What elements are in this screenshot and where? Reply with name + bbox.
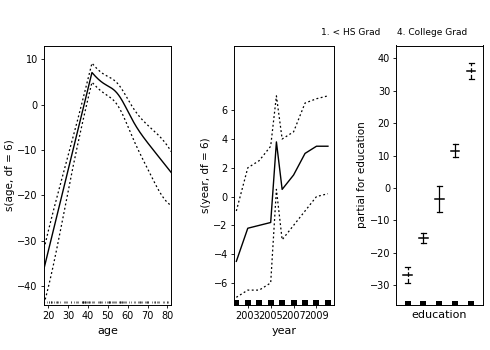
Y-axis label: s(age, df = 6): s(age, df = 6) <box>4 139 15 211</box>
Y-axis label: s(year, df = 6): s(year, df = 6) <box>200 137 211 213</box>
Text: 4. College Grad: 4. College Grad <box>397 28 467 37</box>
X-axis label: education: education <box>412 310 467 320</box>
X-axis label: year: year <box>271 326 296 336</box>
X-axis label: age: age <box>98 326 118 336</box>
Text: 1. < HS Grad: 1. < HS Grad <box>321 28 380 37</box>
Y-axis label: partial for education: partial for education <box>357 122 367 229</box>
